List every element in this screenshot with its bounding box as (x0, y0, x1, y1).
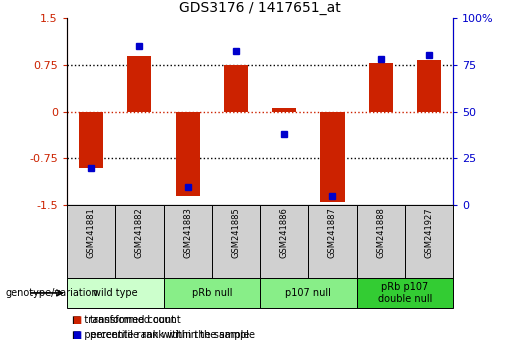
Bar (272, 108, 296, 112)
Text: genotype/variation: genotype/variation (5, 288, 98, 298)
Text: ■ percentile rank within the sample: ■ percentile rank within the sample (72, 330, 249, 339)
Text: pRb p107
double null: pRb p107 double null (377, 282, 432, 304)
Text: ■: ■ (72, 315, 81, 325)
Bar (67, 278, 163, 308)
Bar (405, 205, 453, 278)
Text: GSM241886: GSM241886 (280, 207, 289, 258)
Bar (115, 205, 163, 278)
Text: GSM241882: GSM241882 (135, 207, 144, 258)
Text: ■ transformed count: ■ transformed count (72, 315, 175, 325)
Text: GSM241887: GSM241887 (328, 207, 337, 258)
Text: GSM241927: GSM241927 (424, 207, 434, 258)
Bar (163, 205, 212, 278)
Bar (163, 278, 260, 308)
Text: transformed count: transformed count (90, 315, 181, 325)
Bar (356, 278, 453, 308)
Bar (417, 60, 441, 112)
Text: pRb null: pRb null (192, 288, 232, 298)
Text: ■: ■ (72, 330, 81, 339)
Bar (260, 205, 308, 278)
Bar (320, 112, 345, 202)
Bar (224, 65, 248, 112)
Bar (308, 205, 356, 278)
Bar (369, 63, 393, 112)
Text: GSM241885: GSM241885 (231, 207, 241, 258)
Text: GSM241888: GSM241888 (376, 207, 385, 258)
Text: GSM241881: GSM241881 (87, 207, 96, 258)
Text: wild type: wild type (93, 288, 138, 298)
Bar (67, 205, 115, 278)
Bar (176, 112, 200, 196)
Bar (260, 278, 356, 308)
Text: percentile rank within the sample: percentile rank within the sample (90, 330, 255, 339)
Title: GDS3176 / 1417651_at: GDS3176 / 1417651_at (179, 1, 341, 15)
Bar (212, 205, 260, 278)
Text: GSM241883: GSM241883 (183, 207, 192, 258)
Bar (356, 205, 405, 278)
Text: p107 null: p107 null (285, 288, 331, 298)
Bar (127, 57, 151, 112)
Bar (79, 112, 103, 168)
